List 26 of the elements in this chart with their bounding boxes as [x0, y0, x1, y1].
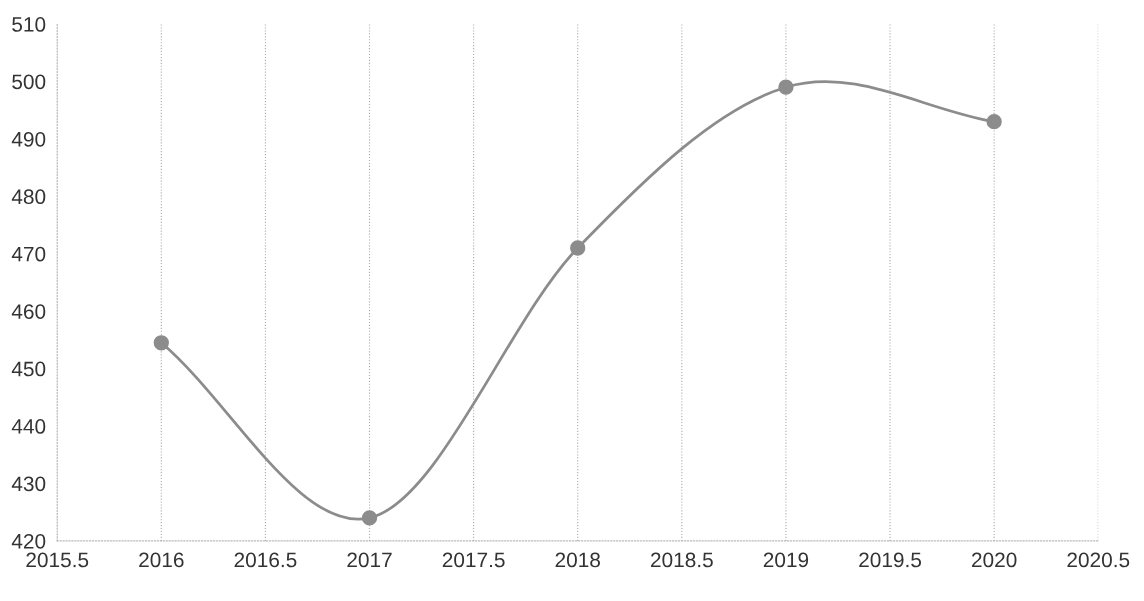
- point: [986, 114, 1002, 130]
- y-tick-label: 450: [11, 361, 46, 377]
- point: [778, 79, 794, 95]
- y-tick-label: 490: [11, 131, 46, 147]
- x-tick-label: 2016.5: [234, 552, 297, 568]
- y-tick-label: 440: [11, 419, 46, 434]
- x-tick-label: 2019.5: [859, 552, 922, 568]
- y-tick-label: 430: [11, 476, 46, 492]
- y-tick-label: 510: [12, 17, 46, 32]
- point: [570, 240, 586, 256]
- y-tick-label: 420: [11, 533, 46, 549]
- x-tick-label: 2017: [347, 552, 392, 568]
- x-tick-label: 2020: [972, 552, 1017, 568]
- y-tick-label: 460: [11, 304, 46, 319]
- y-tick-label: 500: [12, 74, 46, 90]
- x-tick-label: 2017.5: [442, 552, 505, 568]
- x-tick-label: 2015.5: [26, 552, 89, 568]
- point: [153, 335, 169, 351]
- y-tick-label: 480: [11, 189, 46, 205]
- y-tick-label: 470: [11, 246, 46, 262]
- x-tick-label: 2019: [763, 552, 809, 568]
- x-tick-label: 2016: [139, 552, 184, 568]
- x-tick-label: 2018.5: [651, 552, 713, 568]
- x-tick-label: 2020.5: [1067, 552, 1130, 568]
- point: [361, 510, 378, 526]
- x-tick-label: 2018: [555, 552, 600, 568]
